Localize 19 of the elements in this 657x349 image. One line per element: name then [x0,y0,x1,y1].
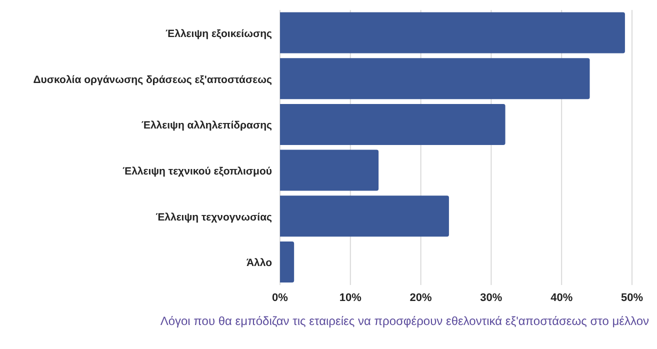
y-tick-label: Έλλειψη τεχνικού εξοπλισμού [122,165,272,178]
y-tick-label: Έλλειψη αλληλεπίδρασης [142,120,273,132]
x-tick-label: 0% [272,292,288,304]
bar [280,104,506,145]
bar [280,196,449,237]
x-tick-label: 50% [620,292,644,304]
bar [280,150,379,191]
text: Λόγοι που θα εμπόδιζαν τις εταιρείες να προσφέρουν εθελοντικά εξ'αποστάσεως στο μέλλον [159,314,650,328]
y-tick-label: Άλλο [246,257,272,270]
x-tick-label: 40% [550,292,573,304]
x-tick-label: 30% [480,292,502,304]
x-tick-label: 20% [410,292,432,304]
y-tick-label: Δυσκολία οργάνωσης δράσεως εξ'αποστάσεως [33,74,273,86]
y-tick-label: Έλλειψη τεχνογνωσίας [156,211,273,224]
x-tick-label: 10% [339,292,362,304]
bar [280,58,590,100]
bar [280,12,625,54]
bar [280,241,294,282]
y-tick-label: Έλλειψη εξοικείωσης [166,28,273,40]
